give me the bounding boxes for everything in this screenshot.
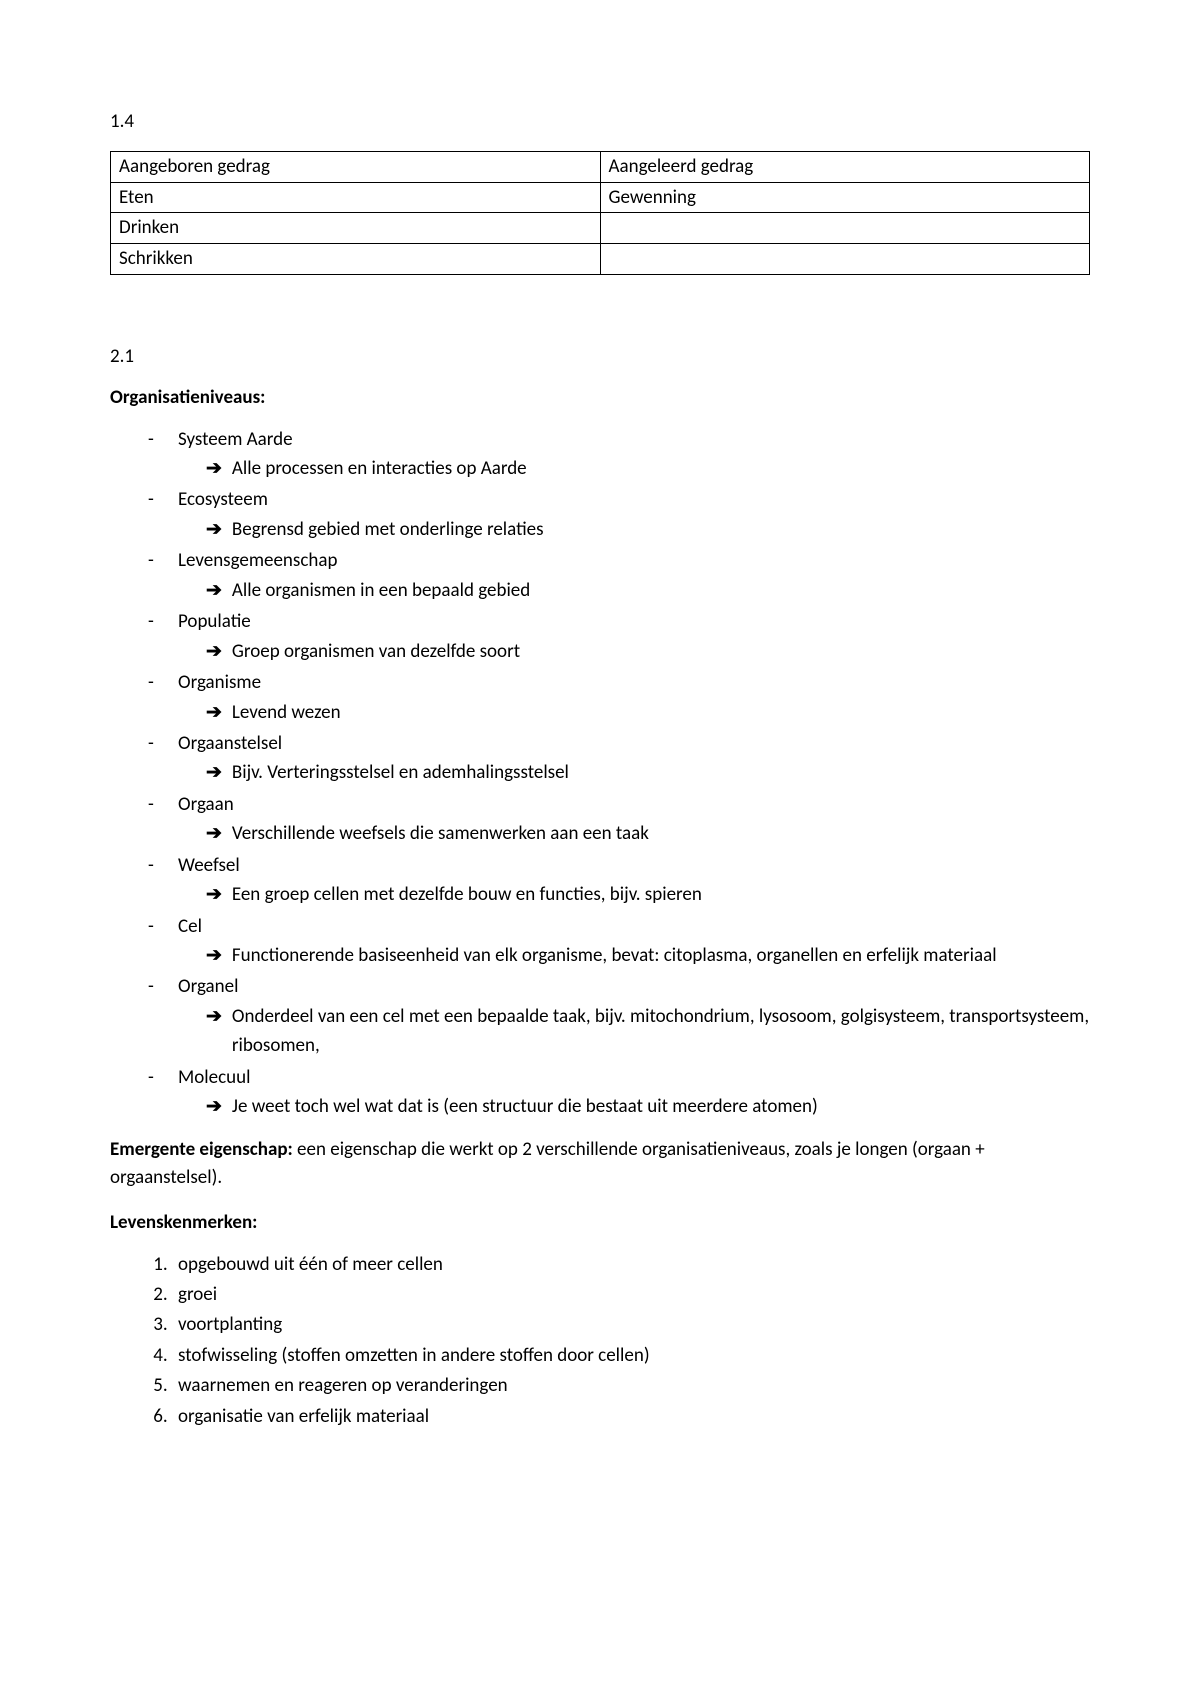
table-header-cell: Aangeleerd gedrag: [600, 152, 1090, 183]
level-name: Organisme: [178, 668, 1090, 697]
kenmerk-item: waarnemen en reageren op veranderingen: [172, 1371, 1090, 1401]
arrow-icon: ➔: [206, 941, 222, 970]
level-description: Levend wezen: [232, 698, 1090, 727]
behavior-table: Aangeboren gedrag Aangeleerd gedrag Eten…: [110, 151, 1090, 275]
level-item: Orgaan➔ Verschillende weefsels die samenw…: [148, 790, 1090, 849]
level-item: Organel➔ Onderdeel van een cel met een be…: [148, 972, 1090, 1060]
level-description-line: ➔ Een groep cellen met dezelfde bouw en f…: [178, 880, 1090, 909]
level-name: Ecosysteem: [178, 485, 1090, 514]
level-item: Populatie➔ Groep organismen van dezelfde …: [148, 607, 1090, 666]
heading-organisatieniveaus: Organisatieniveaus:: [110, 386, 1090, 409]
kenmerken-list: opgebouwd uit één of meer cellengroeivoo…: [110, 1250, 1090, 1432]
table-row: Schrikken: [111, 243, 1090, 274]
level-description: Een groep cellen met dezelfde bouw en fu…: [232, 880, 1090, 909]
arrow-icon: ➔: [206, 880, 222, 909]
emergente-label: Emergente eigenschap:: [110, 1138, 293, 1161]
kenmerk-item: voortplanting: [172, 1310, 1090, 1340]
level-description-line: ➔ Bijv. Verteringsstelsel en ademhalingss…: [178, 758, 1090, 787]
emergente-paragraph: Emergente eigenschap: een eigenschap die…: [110, 1136, 1090, 1193]
arrow-icon: ➔: [206, 1092, 222, 1121]
level-name: Weefsel: [178, 851, 1090, 880]
level-name: Molecuul: [178, 1063, 1090, 1092]
arrow-icon: ➔: [206, 576, 222, 605]
table-row: Eten Gewenning: [111, 182, 1090, 213]
level-item: Weefsel➔ Een groep cellen met dezelfde bo…: [148, 851, 1090, 910]
arrow-icon: ➔: [206, 698, 222, 727]
heading-levenskenmerken: Levenskenmerken:: [110, 1211, 1090, 1234]
table-cell: Schrikken: [111, 243, 601, 274]
page: 1.4 Aangeboren gedrag Aangeleerd gedrag …: [0, 0, 1200, 1698]
level-description-line: ➔ Je weet toch wel wat dat is (een struct…: [178, 1092, 1090, 1121]
level-name: Populatie: [178, 607, 1090, 636]
arrow-icon: ➔: [206, 515, 222, 544]
table-cell: Eten: [111, 182, 601, 213]
level-name: Systeem Aarde: [178, 425, 1090, 454]
level-description-line: ➔ Groep organismen van dezelfde soort: [178, 637, 1090, 666]
arrow-icon: ➔: [206, 819, 222, 848]
level-item: Orgaanstelsel➔ Bijv. Verteringsstelsel en…: [148, 729, 1090, 788]
arrow-icon: ➔: [206, 454, 222, 483]
table-cell: [600, 243, 1090, 274]
level-description: Je weet toch wel wat dat is (een structu…: [232, 1092, 1090, 1121]
level-description: Groep organismen van dezelfde soort: [232, 637, 1090, 666]
table-cell: [600, 213, 1090, 244]
level-item: Organisme➔ Levend wezen: [148, 668, 1090, 727]
level-name: Orgaan: [178, 790, 1090, 819]
level-description: Verschillende weefsels die samenwerken a…: [232, 819, 1090, 848]
level-name: Levensgemeenschap: [178, 546, 1090, 575]
level-description-line: ➔ Verschillende weefsels die samenwerken …: [178, 819, 1090, 848]
kenmerk-item: stofwisseling (stoffen omzetten in ander…: [172, 1341, 1090, 1371]
table-cell: Drinken: [111, 213, 601, 244]
level-item: Cel➔ Functionerende basiseenheid van elk …: [148, 912, 1090, 971]
level-description: Alle organismen in een bepaald gebied: [232, 576, 1090, 605]
section-1-number: 1.4: [110, 110, 1090, 133]
level-description-line: ➔ Alle organismen in een bepaald gebied: [178, 576, 1090, 605]
level-description: Functionerende basiseenheid van elk orga…: [232, 941, 1090, 970]
kenmerk-item: opgebouwd uit één of meer cellen: [172, 1250, 1090, 1280]
level-description-line: ➔ Alle processen en interacties op Aarde: [178, 454, 1090, 483]
kenmerk-item: groei: [172, 1280, 1090, 1310]
level-description-line: ➔ Functionerende basiseenheid van elk org…: [178, 941, 1090, 970]
level-description: Bijv. Verteringsstelsel en ademhalingsst…: [232, 758, 1090, 787]
level-item: Systeem Aarde➔ Alle processen en interact…: [148, 425, 1090, 484]
level-description: Alle processen en interacties op Aarde: [232, 454, 1090, 483]
level-name: Orgaanstelsel: [178, 729, 1090, 758]
section-2-number: 2.1: [110, 345, 1090, 368]
level-name: Cel: [178, 912, 1090, 941]
level-description: Begrensd gebied met onderlinge relaties: [232, 515, 1090, 544]
level-description-line: ➔ Onderdeel van een cel met een bepaalde …: [178, 1002, 1090, 1061]
level-item: Levensgemeenschap➔ Alle organismen in een…: [148, 546, 1090, 605]
table-row: Aangeboren gedrag Aangeleerd gedrag: [111, 152, 1090, 183]
arrow-icon: ➔: [206, 637, 222, 666]
table-header-cell: Aangeboren gedrag: [111, 152, 601, 183]
level-description-line: ➔ Begrensd gebied met onderlinge relaties: [178, 515, 1090, 544]
kenmerk-item: organisatie van erfelijk materiaal: [172, 1402, 1090, 1432]
levels-list: Systeem Aarde➔Alle processen en interact…: [110, 425, 1090, 1122]
level-item: Ecosysteem➔ Begrensd gebied met onderling…: [148, 485, 1090, 544]
level-description-line: ➔ Levend wezen: [178, 698, 1090, 727]
level-item: Molecuul➔ Je weet toch wel wat dat is (ee…: [148, 1063, 1090, 1122]
arrow-icon: ➔: [206, 758, 222, 787]
table-cell: Gewenning: [600, 182, 1090, 213]
arrow-icon: ➔: [206, 1002, 222, 1031]
level-description: Onderdeel van een cel met een bepaalde t…: [232, 1002, 1090, 1061]
level-name: Organel: [178, 972, 1090, 1001]
table-row: Drinken: [111, 213, 1090, 244]
